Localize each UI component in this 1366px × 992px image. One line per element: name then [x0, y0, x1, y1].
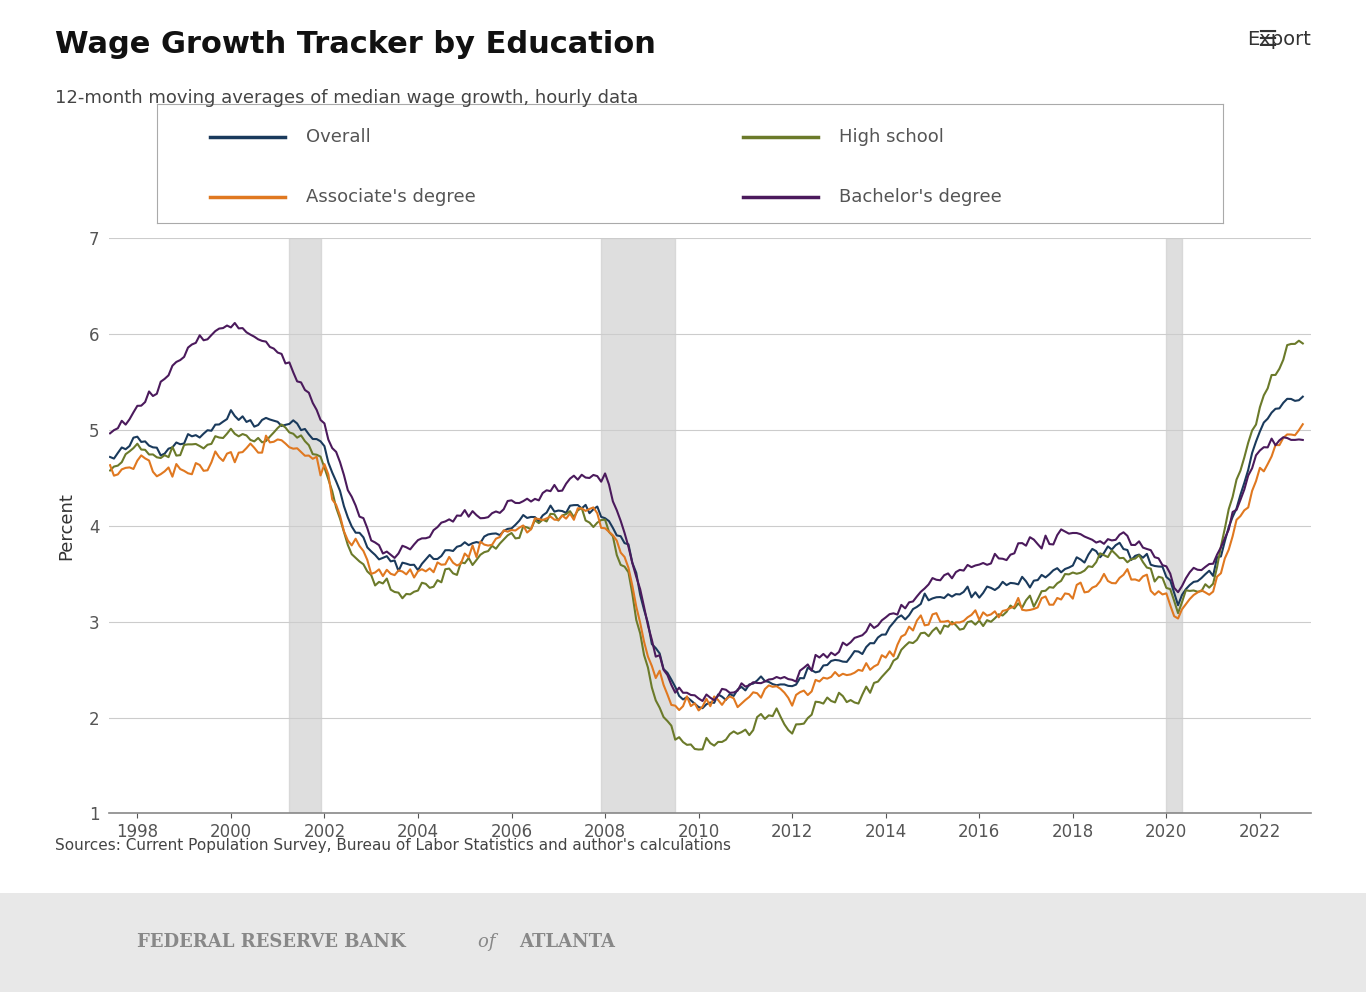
Y-axis label: Percent: Percent [57, 492, 75, 559]
Text: ATLANTA: ATLANTA [519, 933, 615, 951]
Text: of: of [478, 933, 501, 951]
Text: Bachelor's degree: Bachelor's degree [839, 188, 1001, 206]
Text: High school: High school [839, 129, 944, 147]
Text: Associate's degree: Associate's degree [306, 188, 475, 206]
Text: Overall: Overall [306, 129, 372, 147]
Text: ☰: ☰ [1257, 30, 1277, 50]
Text: 12-month moving averages of median wage growth, hourly data: 12-month moving averages of median wage … [55, 89, 638, 107]
Text: Wage Growth Tracker by Education: Wage Growth Tracker by Education [55, 30, 656, 59]
Text: Sources: Current Population Survey, Bureau of Labor Statistics and author's calc: Sources: Current Population Survey, Bure… [55, 838, 731, 853]
Bar [601, 238, 675, 813]
Bar [1167, 238, 1182, 813]
Bar [290, 238, 321, 813]
Text: FEDERAL RESERVE BANK: FEDERAL RESERVE BANK [137, 933, 411, 951]
Text: Export: Export [1247, 30, 1311, 49]
